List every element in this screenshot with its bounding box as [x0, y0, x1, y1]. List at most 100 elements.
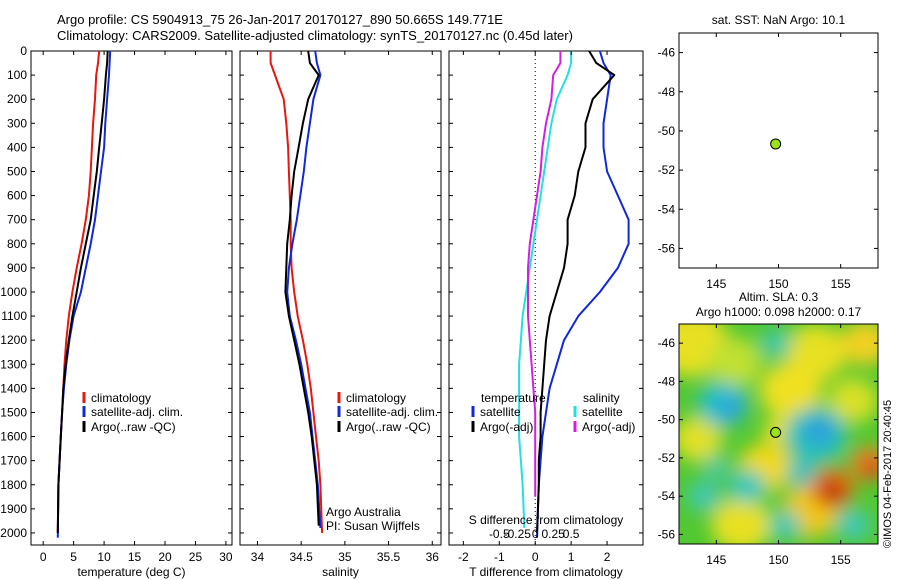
sst-map-y-tick-label: -50 — [658, 124, 676, 138]
sla-anomaly-blob — [828, 378, 878, 423]
temperature-x-axis-label: temperature (deg C) — [77, 565, 185, 579]
sst-map-y-tick-label: -46 — [658, 46, 676, 60]
depth-y-tick-label: 1300 — [0, 357, 27, 371]
difference-legend-t-argo-label: Argo(-adj) — [480, 420, 533, 434]
difference-legend-s-satellite-label: satellite — [582, 405, 623, 419]
sla-map-title: Altim. SLA: 0.3 — [739, 290, 819, 304]
difference-s-axis-label: S difference from climatology — [469, 513, 624, 527]
sla-anomaly-blob — [768, 510, 801, 540]
difference-s-tick-label: -0.5 — [489, 527, 510, 541]
depth-y-tick-label: 1900 — [0, 502, 27, 516]
depth-y-tick-label: 700 — [7, 213, 27, 227]
difference-legend-temperature-title: temperature — [481, 391, 546, 405]
depth-y-tick-label: 500 — [7, 164, 27, 178]
sla-map-y-tick-label: -52 — [658, 451, 676, 465]
sla-map-x-tick-label: 155 — [831, 553, 851, 567]
temperature-line-climatology — [56, 50, 101, 534]
sla-map-y-tick-label: -54 — [658, 489, 676, 503]
sla-map-x-tick-label: 150 — [768, 553, 788, 567]
depth-y-tick-label: 200 — [7, 92, 27, 106]
temperature-x-tick-label: 0 — [40, 550, 47, 564]
sst-map-x-tick-label: 155 — [831, 277, 851, 291]
sla-map-subtitle: Argo h1000: 0.098 h2000: 0.17 — [696, 305, 862, 319]
salinity-plot-frame — [239, 50, 442, 546]
depth-y-tick-label: 900 — [7, 261, 27, 275]
depth-y-tick-label: 1000 — [0, 285, 27, 299]
sla-anomaly-blob — [707, 337, 763, 387]
temperature-x-tick-label: 25 — [189, 550, 203, 564]
sst-map-x-tick-label: 145 — [706, 277, 726, 291]
difference-s-tick-label: 0.25 — [542, 527, 566, 541]
salinity-line-satellite — [286, 50, 322, 529]
difference-legend-t-satellite-label: satellite — [480, 405, 521, 419]
difference-s-tick-label: 0.5 — [563, 527, 580, 541]
depth-y-tick-label: 1200 — [0, 333, 27, 347]
salinity-x-tick-label: 34.5 — [289, 550, 313, 564]
sla-anomaly-blob — [863, 460, 878, 479]
sst-map-y-tick-label: -56 — [658, 241, 676, 255]
temperature-x-tick-label: 5 — [70, 550, 77, 564]
sla-anomaly-blob — [759, 362, 823, 419]
depth-y-tick-label: 0 — [20, 44, 27, 58]
difference-s-tick-label: 0 — [532, 527, 539, 541]
temperature-x-tick-label: 10 — [97, 550, 111, 564]
sst-map-y-tick-label: -54 — [658, 202, 676, 216]
header-line-2: Climatology: CARS2009. Satellite-adjuste… — [57, 28, 573, 43]
difference-legend-s-argo-label: Argo(-adj) — [582, 420, 635, 434]
difference-line-magenta — [527, 51, 562, 497]
salinity-line-climatology — [269, 51, 324, 534]
header-line-1: Argo profile: CS 5904913_75 26-Jan-2017 … — [57, 12, 503, 27]
sla-map-y-tick-label: -56 — [658, 527, 676, 541]
difference-legend-salinity-title: salinity — [583, 391, 620, 405]
depth-y-tick-label: 1600 — [0, 430, 27, 444]
depth-y-tick-label: 400 — [7, 140, 27, 154]
salinity-x-axis-label: salinity — [322, 565, 359, 579]
sla-anomaly-blob — [718, 396, 744, 420]
depth-y-tick-label: 1700 — [0, 454, 27, 468]
sla-anomaly-blob — [759, 328, 793, 358]
sla-map-y-tick-label: -48 — [658, 374, 676, 388]
depth-y-tick-label: 800 — [7, 237, 27, 251]
temperature-plot-frame — [30, 50, 233, 546]
temperature-x-tick-label: 20 — [158, 550, 172, 564]
depth-y-tick-label: 2000 — [0, 526, 27, 540]
depth-y-tick-label: 1100 — [1, 309, 27, 323]
sst-map-y-tick-label: -48 — [658, 85, 676, 99]
salinity-x-tick-label: 34 — [251, 550, 265, 564]
difference-plot-frame — [448, 50, 644, 546]
sst-map-x-tick-label: 150 — [768, 277, 788, 291]
salinity-x-tick-label: 36 — [426, 550, 440, 564]
salinity-annotation-line-2: PI: Susan Wijffels — [326, 519, 420, 533]
sla-anomaly-blob — [785, 459, 816, 487]
sla-anomaly-blob — [805, 418, 834, 444]
sla-heatmap-field — [679, 324, 878, 544]
sst-map-frame — [678, 32, 879, 269]
salinity-legend-climatology-label: climatology — [346, 391, 406, 405]
salinity-x-tick-label: 35 — [338, 550, 352, 564]
difference-t-axis-label: T difference from climatology — [469, 565, 623, 579]
salinity-x-tick-label: 35.5 — [377, 550, 401, 564]
difference-line-argo — [536, 50, 616, 534]
depth-y-tick-label: 1800 — [0, 478, 27, 492]
sst-map-float-marker — [770, 138, 782, 150]
temperature-x-tick-label: 15 — [128, 550, 142, 564]
sla-anomaly-blob — [711, 498, 772, 544]
sla-anomaly-blob — [840, 324, 878, 366]
salinity-annotation-line-1: Argo Australia — [326, 505, 401, 519]
salinity-legend-satellite-label: satellite-adj. clim. — [346, 405, 438, 419]
sst-map-y-tick-label: -52 — [658, 163, 676, 177]
temperature-line-argo — [56, 50, 109, 534]
sla-anomaly-blob — [820, 482, 844, 503]
difference-x-tick-label: -2 — [458, 550, 469, 564]
temperature-legend-climatology-label: climatology — [91, 391, 151, 405]
difference-x-tick-label: -1 — [494, 550, 505, 564]
depth-y-tick-label: 300 — [7, 116, 27, 130]
sla-anomaly-blob — [728, 469, 767, 504]
salinity-legend-argo-label: Argo(..raw -QC) — [346, 420, 431, 434]
sla-map-x-tick-label: 145 — [706, 553, 726, 567]
sla-anomaly-blob — [679, 416, 723, 462]
difference-x-tick-label: 1 — [568, 550, 575, 564]
salinity-line-argo — [284, 50, 320, 526]
depth-y-tick-label: 1500 — [0, 405, 27, 419]
